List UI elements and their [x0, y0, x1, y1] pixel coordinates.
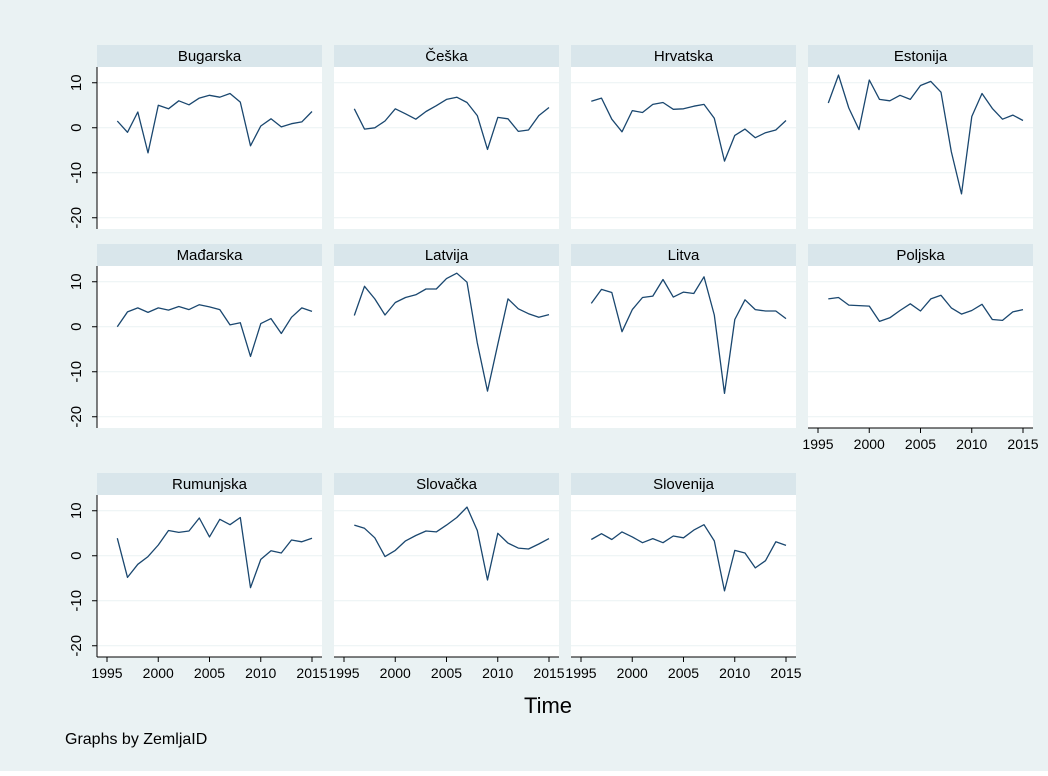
x-tick-label: 2010 — [956, 436, 987, 452]
x-tick-label: 2000 — [854, 436, 885, 452]
plot-area — [334, 266, 559, 428]
y-tick-label: -20 — [68, 406, 85, 428]
panel-slovenija: Slovenija 1995 2000 2005 2010 2015 — [565, 473, 802, 681]
x-tick-label: 1995 — [802, 436, 833, 452]
x-tick-label: 2005 — [431, 665, 462, 681]
panel-title-bar — [808, 45, 1033, 67]
plot-area — [808, 266, 1033, 428]
series-line-latvija — [353, 272, 550, 392]
panels-layer: Bugarska 10 0 -10 -20 Češka Hrvatska Estonija Ma… — [68, 45, 1039, 681]
panel-title-bar — [334, 244, 559, 266]
y-tick-label: 10 — [68, 273, 85, 290]
y-tick-label: -10 — [68, 361, 85, 383]
panel-title: Slovenija — [653, 476, 715, 493]
panel-title-bar — [334, 45, 559, 67]
panel-title: Hrvatska — [654, 48, 714, 65]
panel-title: Mađarska — [177, 247, 244, 264]
panel-litva: Litva — [571, 244, 796, 428]
x-axis-title: Time — [524, 693, 572, 718]
figure-note: Graphs by ZemljaID — [65, 731, 207, 748]
panel-title: Poljska — [896, 247, 945, 264]
panel-title-bar — [97, 473, 322, 495]
y-tick-label: -20 — [68, 207, 85, 229]
y-tick-label: 0 — [68, 552, 85, 560]
x-tick-label: 1995 — [565, 665, 596, 681]
series-line-hrvatska — [591, 97, 787, 162]
y-tick-label: 0 — [68, 323, 85, 331]
x-tick-label: 2015 — [770, 665, 801, 681]
panel-title-bar — [97, 244, 322, 266]
panel-title: Litva — [668, 247, 700, 264]
y-tick-label: -20 — [68, 635, 85, 657]
x-tick-label: 1995 — [328, 665, 359, 681]
panel-ceska: Češka — [334, 45, 559, 229]
panel-latvija: Latvija — [334, 244, 559, 428]
panel-title-bar — [571, 45, 796, 67]
series-line-estonija — [827, 74, 1024, 195]
panel-title-bar — [571, 244, 796, 266]
plot-area — [571, 67, 796, 229]
series-line-poljska — [828, 294, 1024, 323]
x-tick-label: 2005 — [668, 665, 699, 681]
plot-area — [571, 266, 796, 428]
panel-poljska: Poljska 1995 2000 2005 2010 2015 — [802, 244, 1039, 452]
x-tick-label: 2000 — [143, 665, 174, 681]
panel-title: Slovačka — [416, 476, 478, 493]
y-tick-label: 10 — [68, 74, 85, 91]
x-tick-label: 2005 — [194, 665, 225, 681]
panel-title-bar — [97, 45, 322, 67]
panel-title: Bugarska — [178, 48, 242, 65]
plot-area — [808, 67, 1033, 229]
panel-title-bar — [571, 473, 796, 495]
x-tick-label: 2015 — [533, 665, 564, 681]
panel-rumunjska: Rumunjska 10 0 -10 -20 1995 2000 2005 2010 2015 — [68, 473, 328, 681]
plot-area — [334, 495, 559, 657]
series-line-bugarska — [116, 92, 313, 154]
panel-title: Češka — [425, 48, 468, 65]
series-line-ceska — [353, 96, 550, 151]
plot-area — [97, 266, 322, 428]
series-line-litva — [590, 276, 787, 395]
series-line-slovacka — [354, 506, 550, 581]
x-tick-label: 2010 — [482, 665, 513, 681]
x-tick-label: 2000 — [380, 665, 411, 681]
y-tick-label: -10 — [68, 162, 85, 184]
panel-slovacka: Slovačka 1995 2000 2005 2010 2015 — [328, 473, 565, 681]
panel-estonija: Estonija — [808, 45, 1033, 229]
plot-area — [97, 67, 322, 229]
x-tick-label: 2010 — [245, 665, 276, 681]
x-tick-label: 1995 — [91, 665, 122, 681]
panel-title: Rumunjska — [172, 476, 248, 493]
y-tick-label: 0 — [68, 124, 85, 132]
x-tick-label: 2005 — [905, 436, 936, 452]
panel-madarska: Mađarska 10 0 -10 -20 — [68, 244, 322, 428]
plot-area — [334, 67, 559, 229]
plot-area — [571, 495, 796, 657]
series-line-madarska — [116, 304, 313, 358]
x-tick-label: 2015 — [1007, 436, 1038, 452]
panel-title-bar — [808, 244, 1033, 266]
panel-hrvatska: Hrvatska — [571, 45, 796, 229]
x-tick-label: 2015 — [296, 665, 327, 681]
panel-title: Estonija — [894, 48, 948, 65]
x-tick-label: 2010 — [719, 665, 750, 681]
panel-bugarska: Bugarska 10 0 -10 -20 — [68, 45, 322, 229]
y-tick-label: 10 — [68, 502, 85, 519]
x-tick-label: 2000 — [617, 665, 648, 681]
panel-title: Latvija — [425, 247, 469, 264]
y-tick-label: -10 — [68, 590, 85, 612]
series-line-slovenija — [590, 524, 787, 592]
series-line-rumunjska — [116, 516, 313, 589]
plot-area — [97, 495, 322, 657]
panel-title-bar — [334, 473, 559, 495]
